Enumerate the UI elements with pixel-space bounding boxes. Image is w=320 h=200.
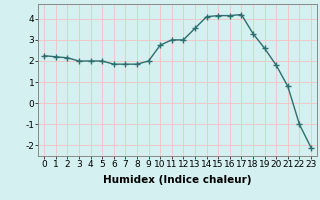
X-axis label: Humidex (Indice chaleur): Humidex (Indice chaleur): [103, 175, 252, 185]
